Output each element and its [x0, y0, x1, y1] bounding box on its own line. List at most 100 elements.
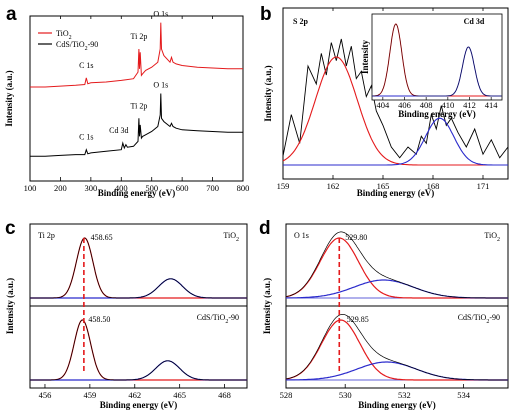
x-tick-label: 456 [39, 390, 52, 400]
x-tick-label: 800 [237, 183, 250, 193]
panel-b-ylabel: Intensity (a.u.) [263, 65, 273, 121]
legend-label-cds-main: CdS/TiO [56, 40, 85, 49]
x-tick-label: 100 [24, 183, 37, 193]
inset-envelope [372, 23, 502, 97]
annotation-cd3d: Cd 3d [109, 126, 128, 135]
annotation-o1s: O 1s [153, 10, 168, 19]
panel-d-sub1-label: CdS/TiO2-90 [458, 313, 500, 325]
panel-c-sub1-label-sub: 2 [225, 319, 228, 325]
inset-x-tick-label: 410 [441, 100, 454, 110]
panel-b-title: S 2p [293, 17, 308, 26]
x-tick-label: 159 [277, 181, 290, 191]
x-tick-label: 534 [457, 390, 471, 400]
inset-x-tick-label: 406 [398, 100, 411, 110]
inset-ylabel: Intensity [360, 40, 370, 75]
panel-c-sub1-label: CdS/TiO2-90 [197, 313, 239, 325]
inset-x-tick-label: 412 [463, 100, 476, 110]
panel-d-sub1-peak-label: 529.85 [347, 315, 369, 324]
panel-c-letter: c [5, 218, 16, 239]
panel-a-ylabel: Intensity (a.u.) [4, 70, 14, 126]
legend-label-tio2-sub: 2 [69, 35, 72, 41]
x-tick-label: 459 [83, 390, 96, 400]
panel-c-xlabel: Binding energy (eV) [100, 400, 178, 410]
panel-c-title: Ti 2p [38, 231, 55, 240]
s2p-fit-peak-1 [282, 56, 508, 166]
annotation-c1s: C 1s [79, 61, 93, 70]
x-tick-label: 468 [218, 390, 231, 400]
legend-label-tio2: TiO2 [56, 29, 72, 41]
panel-b-xlabel: Binding energy (eV) [357, 188, 435, 198]
panel-d-sub1-label-main: CdS/TiO [458, 313, 487, 322]
x-tick-label: 532 [398, 390, 411, 400]
panel-c-sub0-envelope [30, 237, 247, 299]
panel-d-title: O 1s [294, 231, 309, 240]
panel-d-sub0-label: TiO2 [484, 231, 500, 243]
panel-c-ylabel: Intensity (a.u.) [5, 278, 15, 334]
x-tick-label: 530 [339, 390, 352, 400]
panel-d-sub0-peak-label: 529.80 [345, 233, 367, 242]
panel-a-xlabel: Binding energy (eV) [98, 188, 176, 198]
legend-label-cds: CdS/TiO2-90 [56, 40, 98, 52]
x-tick-label: 300 [84, 183, 97, 193]
inset-title: Cd 3d [464, 17, 485, 26]
panel-c-sub0-peak-2 [30, 278, 247, 299]
panel-c-sub0-peak-label: 458.65 [91, 233, 113, 242]
panel-d-ylabel: Intensity (a.u.) [262, 278, 272, 334]
x-tick-label: 462 [128, 390, 141, 400]
panel-d-sub0-label-sub: 2 [497, 237, 500, 243]
inset-x-tick-label: 404 [376, 100, 390, 110]
s2p-fit-peak-2 [283, 117, 508, 166]
panel-c-sub0-label: TiO2 [223, 231, 239, 243]
x-tick-label: 165 [377, 181, 390, 191]
panel-c-sub1-label-suffix: -90 [228, 313, 239, 322]
inset-frame [371, 13, 503, 101]
survey-line-cds-tio2 [30, 93, 243, 157]
x-tick-label: 700 [206, 183, 219, 193]
legend-label-cds-sub: 2 [85, 46, 88, 52]
panel-c-sub1-label-main: CdS/TiO [197, 313, 226, 322]
panel-a-frame [29, 15, 244, 182]
x-tick-label: 600 [176, 183, 189, 193]
x-tick-label: 465 [173, 390, 186, 400]
annotation-ti2p: Ti 2p [131, 32, 148, 41]
panel-a-letter: a [6, 4, 17, 25]
x-tick-label: 200 [54, 183, 67, 193]
inset-x-tick-label: 414 [485, 100, 499, 110]
panel-b-s2p: b 159 162 165 168 171 S 2p Binding energy (eV) I… [260, 4, 509, 198]
x-tick-label: 162 [327, 181, 340, 191]
panel-d-sub0-peak-2 [286, 279, 508, 299]
panel-c-sub1-peak-label: 458.50 [88, 315, 110, 324]
panel-b-letter: b [260, 4, 272, 25]
panel-d-sub0-label-main: TiO [484, 231, 497, 240]
panel-c-sub0-label-sub: 2 [236, 237, 239, 243]
panel-d-sub0-envelope [285, 231, 508, 299]
annotation-ti2p: Ti 2p [131, 101, 148, 110]
panel-c-sub1-envelope [30, 319, 247, 381]
panel-d-xlabel: Binding energy (eV) [358, 400, 436, 410]
panel-d-sub1-peak-2 [286, 361, 508, 381]
panel-d-sub1-envelope [285, 313, 508, 381]
panel-d-sub1-label-suffix: -90 [489, 313, 500, 322]
x-tick-label: 168 [427, 181, 440, 191]
x-tick-label: 400 [115, 183, 128, 193]
x-tick-label: 500 [145, 183, 158, 193]
panel-d-letter: d [259, 218, 271, 239]
legend-label-tio2-main: TiO [56, 29, 69, 38]
panel-c-sub0-label-main: TiO [223, 231, 236, 240]
survey-line-tio2 [30, 22, 243, 88]
panel-d-sub1-label-sub: 2 [486, 319, 489, 325]
annotation-c1s: C 1s [79, 133, 93, 142]
panel-d-sub0-peak-1 [285, 237, 508, 299]
panel-b-frame [282, 7, 509, 180]
panel-c-sub0-peak-1 [30, 237, 247, 299]
annotation-o1s: O 1s [153, 81, 168, 90]
x-tick-label: 528 [280, 390, 293, 400]
legend-label-cds-suffix: -90 [88, 40, 99, 49]
inset-xlabel: Binding energy (eV) [398, 109, 476, 119]
inset-x-tick-label: 408 [420, 100, 433, 110]
panel-c-sub1-peak-1 [30, 319, 247, 381]
